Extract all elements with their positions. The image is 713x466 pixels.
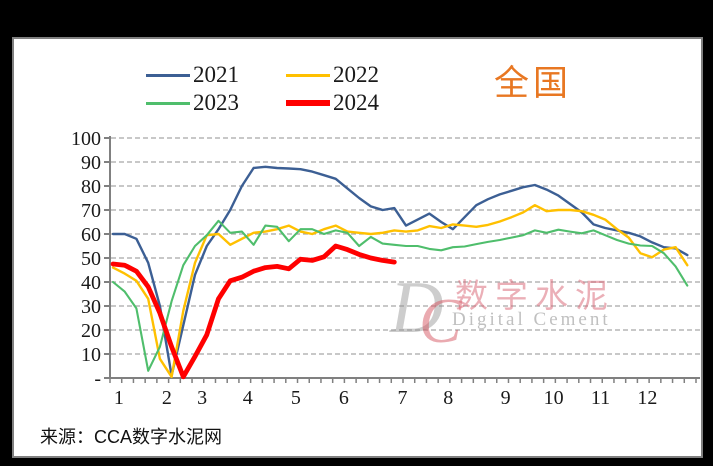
svg-text:-: - [94, 368, 101, 390]
svg-text:40: 40 [81, 272, 101, 294]
chart-panel [12, 37, 703, 458]
legend-line-2021-icon [146, 73, 190, 77]
svg-text:3: 3 [197, 387, 207, 409]
legend-label-2023: 2023 [193, 90, 239, 115]
svg-text:1: 1 [114, 387, 124, 409]
svg-text:20: 20 [81, 320, 101, 342]
svg-text:70: 70 [81, 200, 101, 222]
legend-label-2021: 2021 [193, 62, 239, 87]
svg-text:90: 90 [81, 152, 101, 174]
svg-text:30: 30 [81, 296, 101, 318]
svg-text:50: 50 [81, 248, 101, 270]
legend-label-2022: 2022 [333, 62, 379, 87]
legend-item-2023: 2023 [146, 89, 239, 117]
svg-text:11: 11 [591, 387, 610, 409]
svg-text:60: 60 [81, 224, 101, 246]
svg-text:7: 7 [397, 387, 407, 409]
svg-text:2: 2 [162, 387, 172, 409]
svg-text:10: 10 [544, 387, 564, 409]
svg-text:10: 10 [81, 344, 101, 366]
svg-text:5: 5 [291, 387, 301, 409]
legend-line-2022-icon [286, 73, 330, 77]
legend-label-2024: 2024 [333, 90, 379, 115]
legend-item-2022: 2022 [286, 61, 379, 89]
svg-text:8: 8 [443, 387, 453, 409]
legend-item-2024: 2024 [286, 89, 379, 117]
legend-item-2021: 2021 [146, 61, 239, 89]
legend-line-2024-icon [286, 100, 330, 106]
svg-text:4: 4 [243, 387, 253, 409]
legend-line-2023-icon [146, 101, 190, 105]
svg-text:6: 6 [339, 387, 349, 409]
region-title: 全国 [494, 64, 573, 103]
svg-text:100: 100 [71, 128, 101, 150]
source-caption: 来源：CCA数字水泥网 [40, 427, 223, 447]
svg-text:9: 9 [501, 387, 511, 409]
svg-text:80: 80 [81, 176, 101, 198]
svg-text:12: 12 [637, 387, 657, 409]
